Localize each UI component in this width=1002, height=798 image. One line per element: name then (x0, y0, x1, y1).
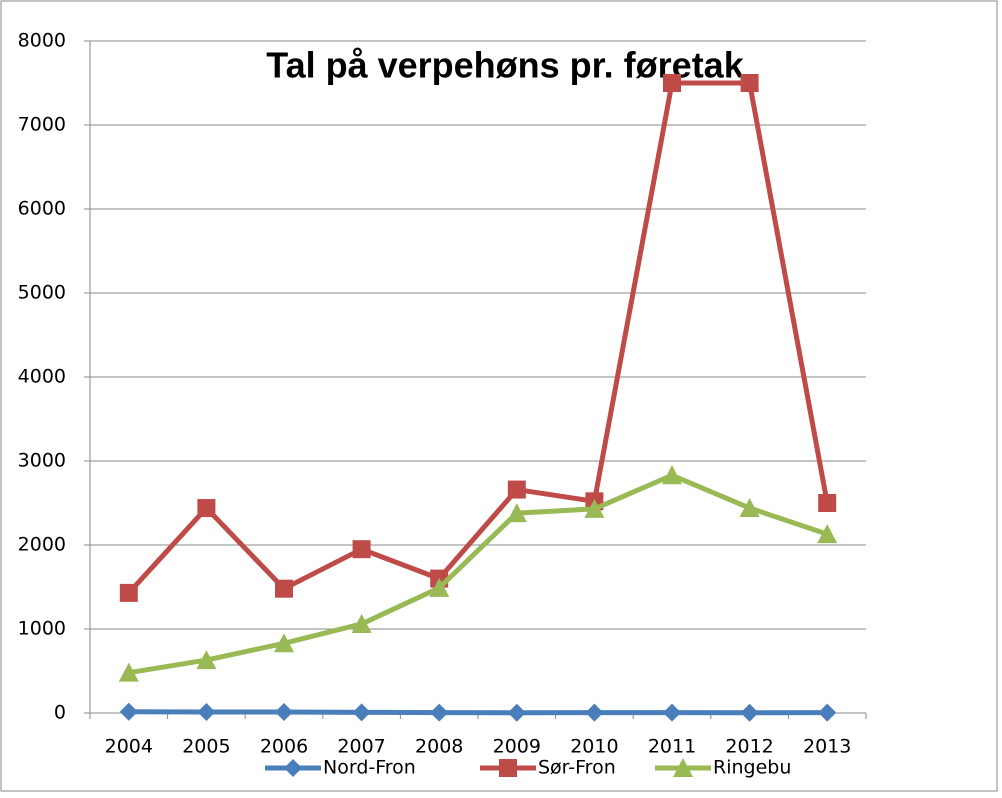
y-tick-label: 8000 (18, 30, 66, 52)
marker (352, 540, 371, 559)
marker (275, 579, 293, 598)
marker (119, 702, 138, 721)
y-tick-label: 4000 (18, 366, 66, 388)
marker (430, 703, 449, 722)
marker (429, 577, 450, 597)
marker (739, 498, 760, 518)
legend-marker (673, 758, 693, 777)
marker (818, 494, 837, 512)
marker (274, 633, 294, 653)
marker (119, 583, 138, 602)
marker (351, 613, 372, 633)
marker (817, 524, 838, 544)
y-tick-label: 0 (54, 702, 66, 724)
marker (197, 702, 216, 721)
x-tick-label: 2004 (105, 736, 153, 758)
marker (196, 650, 217, 670)
series-line (126, 80, 830, 595)
marker (507, 703, 526, 722)
marker (118, 662, 139, 682)
x-tick-label: 2007 (337, 736, 385, 758)
x-tick-label: 2005 (182, 736, 230, 758)
series-line (128, 472, 828, 676)
marker (197, 499, 216, 518)
marker (506, 503, 527, 523)
x-tick-label: 2013 (803, 736, 851, 758)
legend-marker (499, 759, 517, 777)
marker (352, 703, 371, 722)
legend-marker (284, 759, 302, 777)
marker (663, 703, 681, 722)
y-tick-label: 3000 (18, 450, 66, 472)
x-tick-label: 2009 (493, 736, 541, 758)
marker (818, 703, 837, 722)
y-tick-label: 2000 (18, 534, 66, 556)
x-tick-label: 2011 (648, 736, 696, 758)
marker (507, 480, 526, 499)
y-tick-label: 1000 (18, 618, 66, 640)
series-line (128, 709, 828, 716)
x-tick-label: 2012 (725, 736, 773, 758)
marker (584, 498, 605, 518)
marker (662, 465, 682, 485)
y-tick-label: 6000 (18, 198, 66, 220)
legend-label: Sør-Fron (538, 757, 616, 779)
legend-label: Ringebu (713, 757, 791, 779)
marker (740, 74, 759, 92)
y-tick-label: 5000 (18, 282, 66, 304)
x-tick-label: 2006 (260, 736, 308, 758)
x-tick-label: 2008 (415, 736, 463, 758)
legend-label: Nord-Fron (323, 757, 416, 779)
marker (663, 74, 681, 92)
marker (585, 703, 604, 722)
marker (275, 702, 293, 721)
y-tick-label: 7000 (18, 114, 66, 136)
x-tick-label: 2010 (570, 736, 618, 758)
marker (740, 703, 759, 722)
